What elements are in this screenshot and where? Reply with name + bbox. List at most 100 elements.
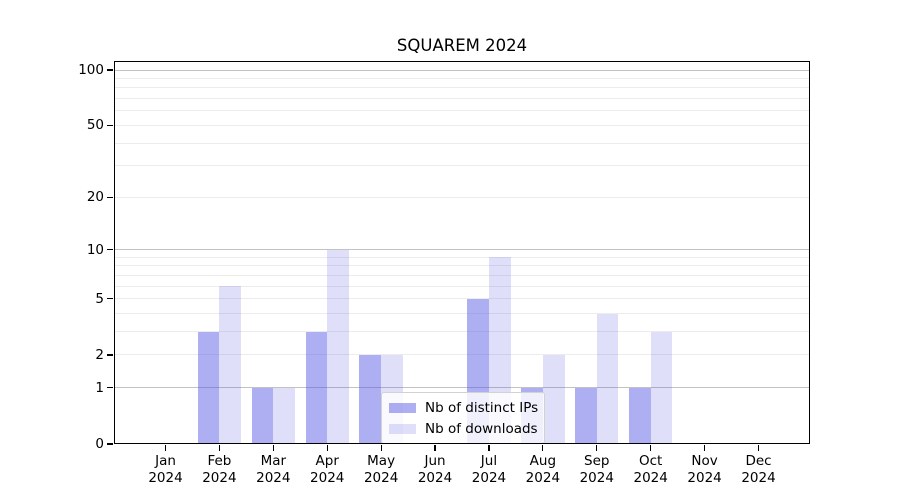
gridline-major xyxy=(114,249,810,251)
y-tick-label: 100 xyxy=(78,62,104,79)
gridline-minor xyxy=(114,165,810,167)
x-tick-label: Sep 2024 xyxy=(565,453,629,486)
legend: Nb of distinct IPs Nb of downloads xyxy=(381,392,545,444)
y-tick-label: 20 xyxy=(86,189,104,206)
bar-oct-downloads xyxy=(650,331,673,444)
x-tick-year: 2024 xyxy=(417,469,453,486)
x-tick-year: 2024 xyxy=(471,469,507,486)
x-tick xyxy=(434,444,436,451)
legend-label: Nb of downloads xyxy=(425,420,538,437)
gridline-minor xyxy=(114,87,810,89)
gridline-minor xyxy=(114,142,810,144)
y-tick-label: 1 xyxy=(95,379,104,396)
y-tick xyxy=(107,387,113,389)
bar-oct-distinct-ips xyxy=(628,387,651,444)
gridline-minor xyxy=(114,78,810,80)
gridline-minor xyxy=(114,313,810,315)
x-tick-month: Feb xyxy=(207,453,232,469)
x-tick-year: 2024 xyxy=(256,469,291,486)
y-tick xyxy=(107,124,113,127)
x-tick-year: 2024 xyxy=(148,469,183,486)
y-tick-label: 0 xyxy=(95,436,104,452)
plot-area: Nb of distinct IPs Nb of downloads 0 1 2 5 10… xyxy=(78,61,810,486)
bar-mar-distinct-ips xyxy=(251,387,274,444)
bar-sep-distinct-ips xyxy=(575,387,597,444)
gridline-minor xyxy=(114,110,810,112)
x-tick-year: 2024 xyxy=(633,469,668,486)
bars-layer xyxy=(114,61,810,444)
y-tick xyxy=(107,354,113,356)
x-tick-year: 2024 xyxy=(363,469,399,486)
x-tick-label: Apr 2024 xyxy=(295,453,359,486)
x-tick-month: Nov xyxy=(691,453,718,469)
x-tick-label: Oct 2024 xyxy=(619,453,683,486)
y-tick xyxy=(107,196,113,198)
gridline-minor xyxy=(114,256,810,258)
bar-apr-downloads xyxy=(327,249,349,444)
x-tick xyxy=(650,444,652,451)
x-tick xyxy=(380,444,382,451)
x-tick-label: May 2024 xyxy=(349,453,413,486)
x-tick-year: 2024 xyxy=(310,469,345,486)
gridline-minor xyxy=(114,354,810,356)
x-tick-label: Jul 2024 xyxy=(457,453,521,486)
x-tick-label: Jan 2024 xyxy=(134,453,198,486)
x-tick-month: Dec xyxy=(745,453,772,469)
gridline-minor xyxy=(114,275,810,277)
gridline-major xyxy=(114,69,810,71)
y-tick-label: 50 xyxy=(86,117,104,134)
gridline-minor xyxy=(114,124,810,126)
bar-apr-distinct-ips xyxy=(305,331,328,444)
x-tick xyxy=(488,444,490,451)
x-tick-year: 2024 xyxy=(579,469,614,486)
x-tick xyxy=(218,444,220,451)
x-tick-month: Oct xyxy=(639,453,663,469)
x-tick-year: 2024 xyxy=(741,469,776,486)
legend-label: Nb of distinct IPs xyxy=(425,399,539,416)
gridline-minor xyxy=(114,331,810,333)
x-tick-month: Aug xyxy=(529,453,557,469)
y-tick xyxy=(107,443,113,445)
x-tick xyxy=(164,444,167,451)
x-tick-month: Sep xyxy=(584,453,610,469)
gridline-minor xyxy=(114,265,810,267)
y-tick-label: 5 xyxy=(95,290,104,307)
x-tick-label: Aug 2024 xyxy=(511,453,575,486)
bar-sep-downloads xyxy=(596,313,619,444)
y-tick xyxy=(107,298,113,300)
x-tick-label: Mar 2024 xyxy=(241,453,305,486)
bar-mar-downloads xyxy=(273,387,295,444)
y-tick-label: 2 xyxy=(95,346,104,363)
y-tick-label: 10 xyxy=(86,241,104,258)
gridline-major xyxy=(114,387,810,389)
legend-item: Nb of downloads xyxy=(389,419,538,438)
x-tick-month: May xyxy=(367,453,396,469)
x-tick xyxy=(272,444,274,451)
x-tick xyxy=(596,444,598,451)
x-tick xyxy=(703,444,706,451)
gridlines-layer xyxy=(114,61,810,444)
gridline-minor xyxy=(114,196,810,198)
legend-swatch xyxy=(389,423,416,434)
x-tick-month: Mar xyxy=(260,453,287,469)
bar-may-distinct-ips xyxy=(359,355,382,444)
legend-swatch xyxy=(389,402,416,413)
x-tick-month: Jun xyxy=(424,453,446,469)
x-tick-year: 2024 xyxy=(202,469,237,486)
x-tick-year: 2024 xyxy=(687,469,722,486)
x-tick xyxy=(326,444,328,451)
x-tick-year: 2024 xyxy=(525,469,561,486)
x-tick xyxy=(542,444,544,451)
x-tick-month: Jul xyxy=(480,453,498,469)
bar-feb-downloads xyxy=(219,286,242,444)
x-tick-label: Jun 2024 xyxy=(403,453,467,486)
x-tick-label: Nov 2024 xyxy=(673,453,737,486)
chart-title: SQUAREM 2024 xyxy=(396,36,528,55)
y-tick xyxy=(107,249,113,251)
x-tick xyxy=(757,444,760,451)
gridline-minor xyxy=(114,285,810,287)
x-tick-month: Jan xyxy=(155,453,176,469)
x-tick-label: Feb 2024 xyxy=(187,453,251,486)
gridline-minor xyxy=(114,298,810,300)
